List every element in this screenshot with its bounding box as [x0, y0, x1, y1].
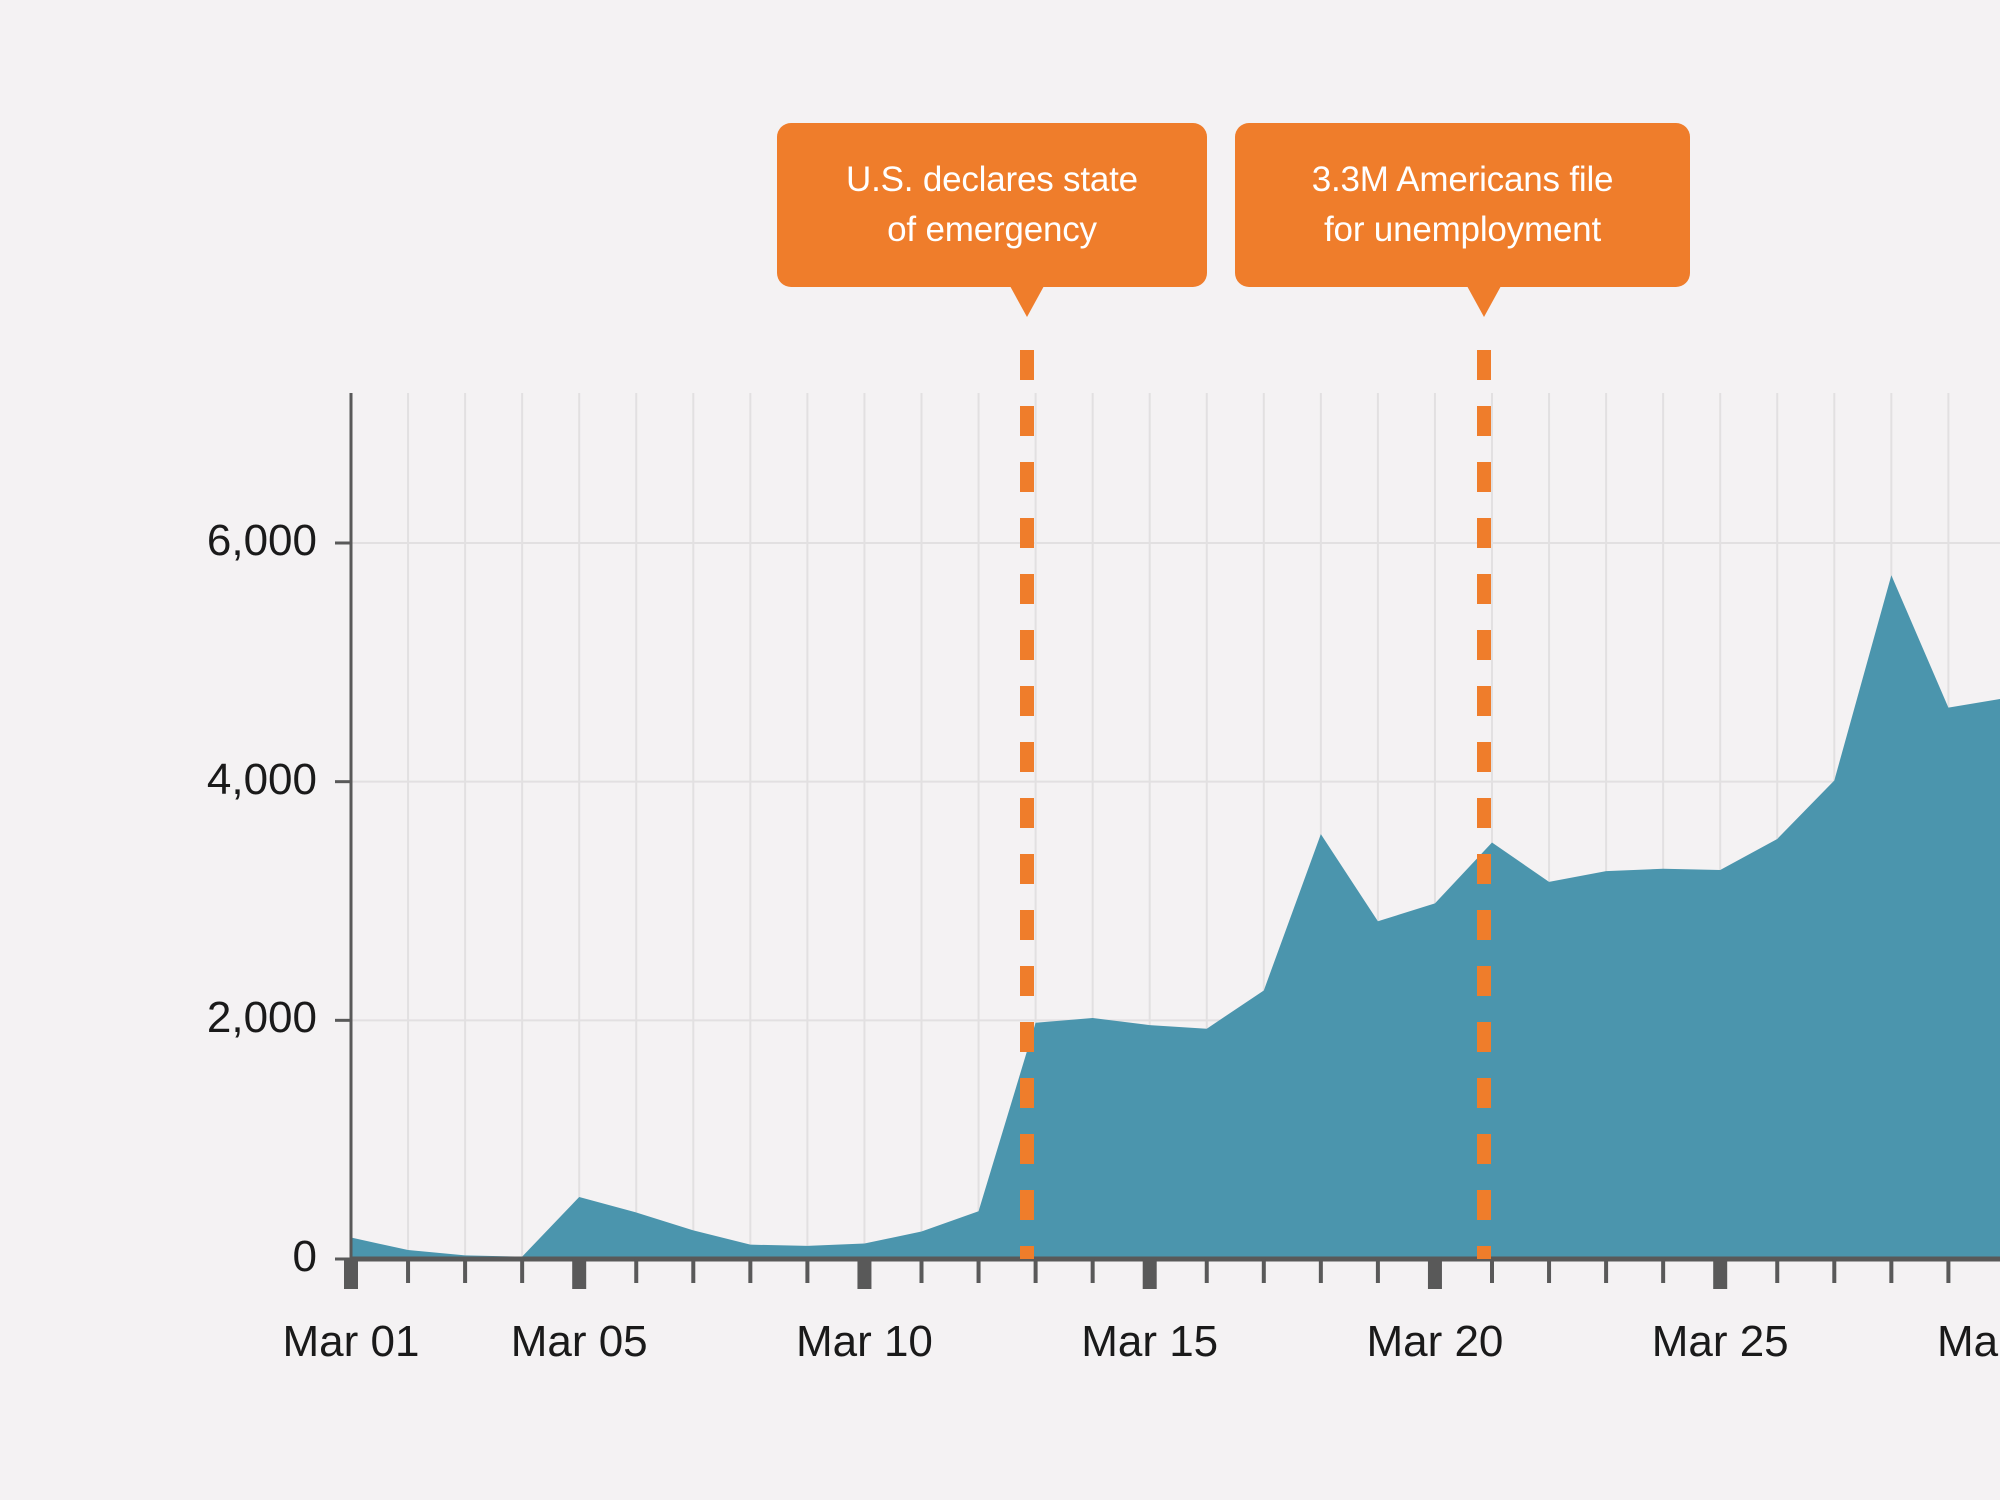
y-axis-tick-label: 2,000 [206, 993, 317, 1043]
annotation-callout-state-of-emergency[interactable]: U.S. declares state of emergency [777, 123, 1207, 317]
callout-tail-icon [1467, 286, 1501, 317]
y-axis-tick-label: 6,000 [206, 516, 317, 565]
x-axis-tick-label: Mar 01 [282, 1317, 420, 1366]
annotation-line-1: U.S. declares state [846, 160, 1138, 199]
x-axis-tick-label: Mar 10 [795, 1317, 933, 1366]
x-axis-tick-label: Mar 05 [510, 1317, 648, 1366]
x-axis-ticks-group [344, 1259, 1951, 1289]
callout-tail-icon [1010, 286, 1044, 317]
series-area-covid [351, 575, 2000, 1259]
annotation-line-2: of emergency [887, 210, 1097, 249]
x-axis-tick-label: Mar 20 [1366, 1317, 1504, 1366]
y-axis-tick-label: 4,000 [206, 754, 317, 804]
x-axis-tick-label: Mar 15 [1081, 1317, 1219, 1366]
annotation-line-1: 3.3M Americans file [1311, 160, 1614, 199]
y-axis-tick-label: 0 [292, 1232, 317, 1281]
x-axis-tick-label: Mar 30 [1936, 1317, 2000, 1366]
annotation-line-2: for unemployment [1324, 210, 1601, 249]
y-axis-ticks-group [335, 541, 351, 1261]
annotation-callout-unemployment-filings[interactable]: 3.3M Americans file for unemployment [1235, 123, 1690, 317]
annotation-event-lines-group [1020, 350, 1491, 1259]
x-axis-tick-label: Mar 25 [1651, 1317, 1789, 1366]
